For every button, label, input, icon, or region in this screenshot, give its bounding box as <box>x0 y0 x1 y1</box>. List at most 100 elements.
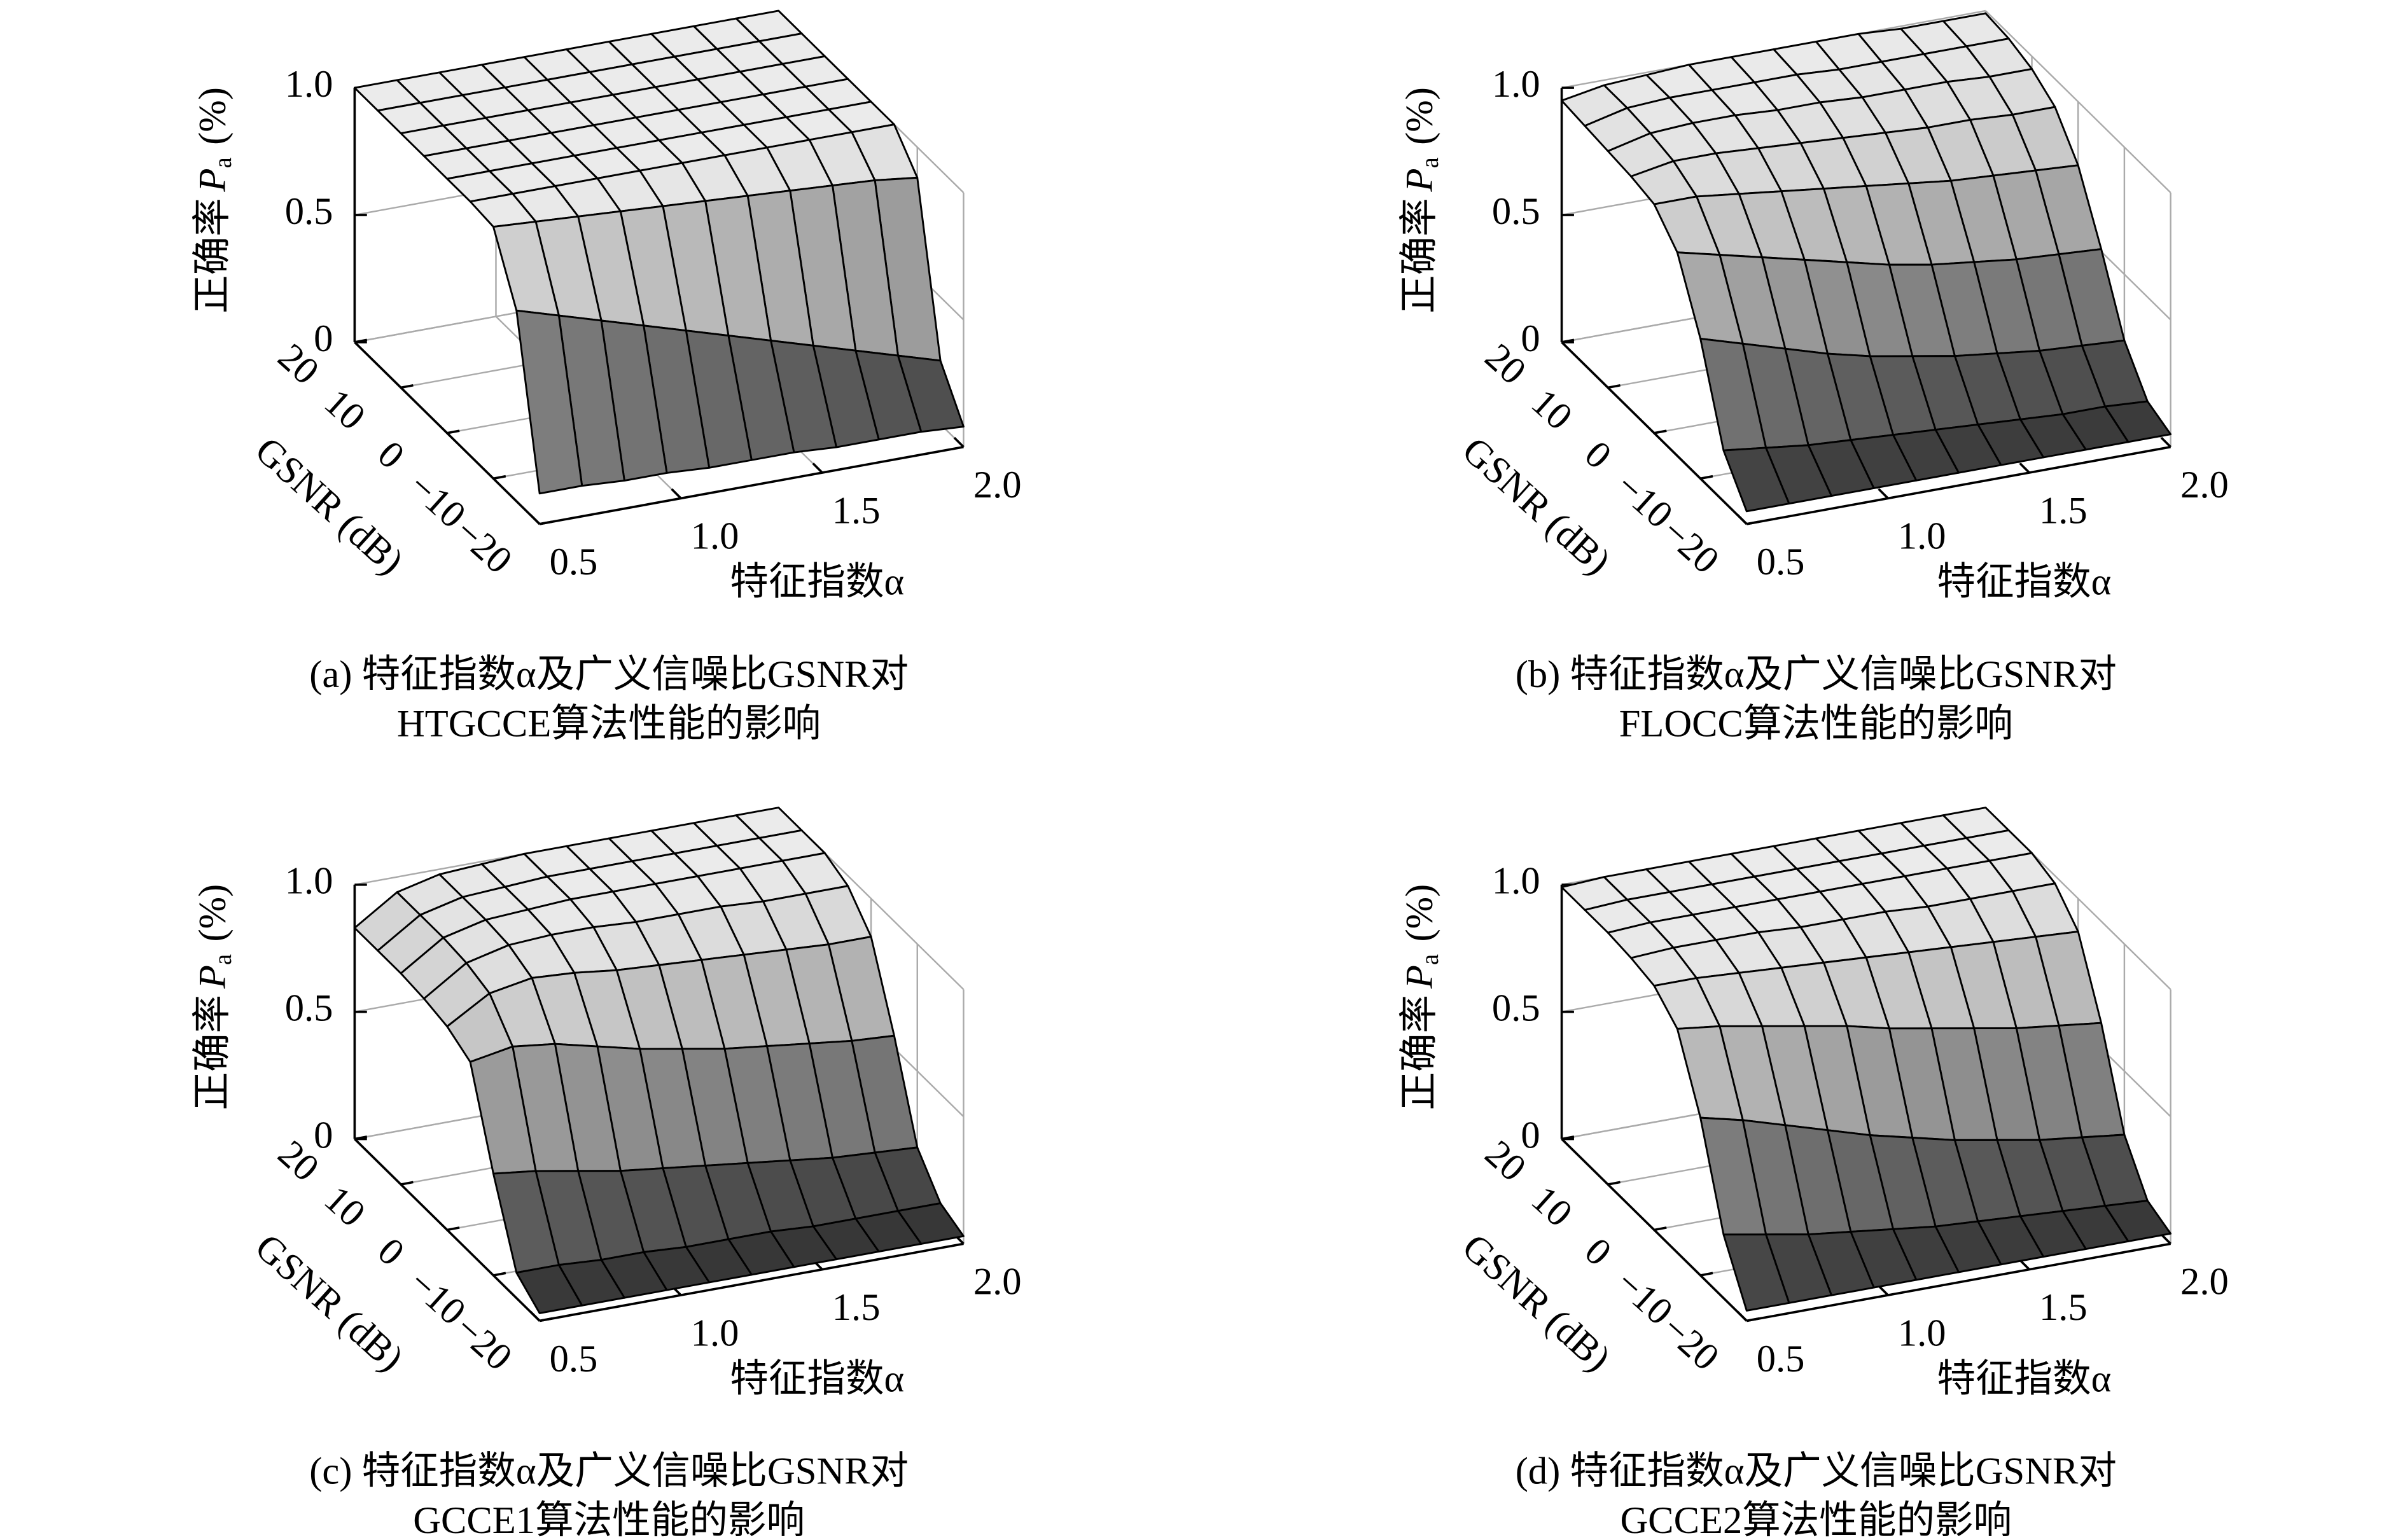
tick-mark <box>539 520 552 525</box>
surface-patch <box>515 309 583 495</box>
x-axis-label: 特征指数α <box>1937 1357 2111 1400</box>
y-tick-label: 0 <box>370 433 412 477</box>
tick-mark <box>400 384 414 389</box>
tick-mark <box>1746 1317 1760 1322</box>
x-tick-label: 1.5 <box>2039 1286 2088 1329</box>
caption: HTGCCE算法性能的影响 <box>397 703 821 746</box>
tick-mark <box>1746 520 1760 525</box>
x-tick-label: 1.5 <box>832 1286 881 1329</box>
tick-mark <box>1736 1310 1748 1322</box>
tick-mark <box>1700 475 1713 480</box>
z-tick-label: 0.5 <box>1492 190 1540 233</box>
tick-mark <box>447 1226 460 1231</box>
x-tick-label: 2.0 <box>973 464 1022 506</box>
z-tick-label: 0.5 <box>1492 987 1540 1030</box>
y-tick-label: 10 <box>1523 381 1580 438</box>
tick-mark <box>1654 1226 1667 1231</box>
caption: GCCE1算法性能的影响 <box>413 1499 805 1540</box>
tick-mark <box>354 338 368 343</box>
x-tick-label: 2.0 <box>2180 464 2229 506</box>
caption: (b) 特征指数α及广义信噪比GSNR对 <box>1516 653 2117 696</box>
x-tick-label: 1.0 <box>1898 515 1946 558</box>
tick-mark <box>1607 384 1621 389</box>
tick-mark <box>1607 1181 1621 1186</box>
z-label-text: 正确率 <box>1398 995 1440 1111</box>
z-label-text: 正确率 <box>191 198 234 314</box>
tick-mark <box>2019 462 2030 474</box>
x-axis-label: 特征指数α <box>1937 561 2111 604</box>
tick-mark <box>529 513 541 525</box>
tick-mark <box>354 1135 368 1141</box>
z-tick-label: 1.0 <box>1492 63 1540 106</box>
y-tick-label: 0 <box>1577 1230 1619 1274</box>
y-tick-label: 10 <box>316 1177 373 1235</box>
x-axis-label: 特征指数α <box>730 1357 904 1400</box>
z-label-sub: a <box>1416 157 1444 168</box>
z-axis-label: 正确率 Pa (%) <box>1398 884 1444 1111</box>
x-tick-label: 0.5 <box>550 541 598 583</box>
tick-mark <box>1878 488 1889 499</box>
surface-patch <box>1722 1233 1790 1312</box>
tick-mark <box>953 436 965 448</box>
axis-line <box>539 445 964 525</box>
x-tick-label: 1.5 <box>832 489 881 532</box>
z-tick-label: 0 <box>1521 317 1540 360</box>
caption: FLOCC算法性能的影响 <box>1619 703 2013 746</box>
z-label-var: P <box>191 168 234 192</box>
tick-mark <box>447 429 460 434</box>
tick-mark <box>1561 1135 1575 1141</box>
tick-mark <box>1736 513 1748 525</box>
caption: (d) 特征指数α及广义信噪比GSNR对 <box>1516 1450 2117 1493</box>
tick-mark <box>529 1310 541 1322</box>
tick-mark <box>2160 436 2171 448</box>
z-label-text: 正确率 <box>1398 198 1440 314</box>
z-label-var: P <box>191 965 234 989</box>
surface-patch <box>515 1264 583 1314</box>
z-tick-label: 1.0 <box>1492 860 1540 903</box>
x-tick-label: 1.0 <box>691 515 739 558</box>
z-tick-label: 0.5 <box>285 987 333 1030</box>
z-label-text: 正确率 <box>191 995 234 1111</box>
z-label-sub: a <box>1416 954 1444 965</box>
x-tick-label: 2.0 <box>2180 1261 2229 1303</box>
x-tick-label: 1.0 <box>691 1312 739 1354</box>
x-tick-label: 1.0 <box>1898 1312 1946 1354</box>
z-tick-label: 0 <box>314 1114 333 1156</box>
y-tick-label: 0 <box>1577 433 1619 477</box>
x-tick-label: 0.5 <box>1757 541 1805 583</box>
z-tick-label: 0 <box>1521 1114 1540 1156</box>
x-tick-label: 0.5 <box>1757 1338 1805 1380</box>
tick-mark <box>1878 1285 1889 1296</box>
tick-mark <box>493 475 506 480</box>
z-axis-label: 正确率 Pa (%) <box>191 884 237 1111</box>
x-tick-label: 2.0 <box>973 1261 1022 1303</box>
z-tick-label: 1.0 <box>285 63 333 106</box>
z-tick-label: 1.0 <box>285 860 333 903</box>
z-label-sub: a <box>209 157 237 168</box>
z-label-unit: (%) <box>1398 87 1440 145</box>
tick-mark <box>1654 429 1667 434</box>
z-tick-label: 0.5 <box>285 190 333 233</box>
axis-line <box>1746 1242 2171 1322</box>
tick-mark <box>671 488 682 499</box>
z-label-var: P <box>1398 965 1440 989</box>
tick-mark <box>812 462 823 474</box>
x-tick-label: 0.5 <box>550 1338 598 1380</box>
tick-mark <box>2160 1233 2171 1245</box>
z-label-unit: (%) <box>191 87 234 145</box>
caption: GCCE2算法性能的影响 <box>1620 1499 2012 1540</box>
caption: (c) 特征指数α及广义信噪比GSNR对 <box>309 1450 909 1493</box>
y-tick-label: 10 <box>316 381 373 438</box>
axis-line <box>1746 445 2171 525</box>
z-axis-label: 正确率 Pa (%) <box>1398 87 1444 314</box>
z-label-sub: a <box>209 954 237 965</box>
surface-patch <box>1722 447 1790 513</box>
tick-mark <box>1700 1272 1713 1277</box>
caption: (a) 特征指数α及广义信噪比GSNR对 <box>309 653 909 696</box>
